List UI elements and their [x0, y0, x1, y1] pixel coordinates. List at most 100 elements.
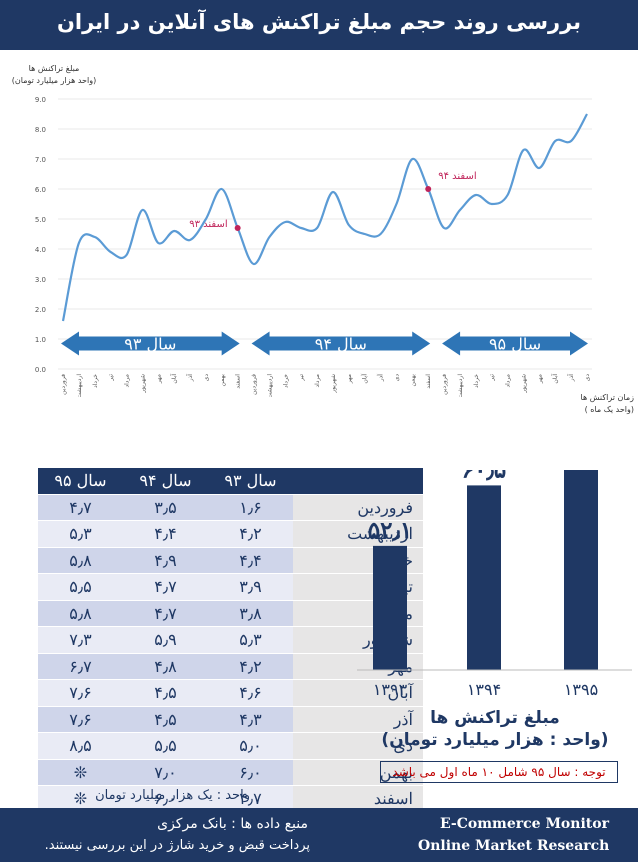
- x-tick-label: بهمن: [219, 374, 226, 387]
- bar-chart-title-line1: مبلغ تراکنش ها: [430, 708, 560, 728]
- y94-cell: ۴٫۴: [123, 520, 208, 548]
- bar-category-label: ۱۳۹۴: [467, 680, 501, 699]
- y93-cell: ۴٫۶: [208, 679, 293, 707]
- month-cell: آبان: [293, 679, 423, 707]
- page-title: بررسی روند حجم مبلغ تراکنش های آنلاین در…: [56, 10, 582, 34]
- table-row: بهمن ۶٫۰ ۷٫۰ ❊: [38, 759, 423, 786]
- y-axis-label-line2: (واحد هزار میلیارد تومان): [11, 76, 97, 85]
- note-box: توجه : سال ۹۵ شامل ۱۰ ماه اول می باشد: [380, 761, 618, 783]
- bar-value-label: ۵۲٫۱: [368, 517, 413, 544]
- y95-cell: ۵٫۸: [38, 600, 123, 627]
- month-cell: اردیبهشت: [293, 520, 423, 548]
- y93-cell: ۴٫۳: [208, 706, 293, 733]
- x-tick-label: آذر: [376, 374, 385, 383]
- y93-cell: ۶٫۰: [208, 759, 293, 786]
- highlight-marker: [234, 225, 241, 231]
- year-arrow: [251, 331, 431, 356]
- y95-cell: ۶٫۷: [38, 653, 123, 680]
- year-arrow: [442, 331, 588, 356]
- x-tick-label: اردیبهشت: [76, 374, 83, 397]
- table-unit-note: واحد : یک هزار میلیارد تومان: [95, 788, 250, 803]
- y95-cell: ❊: [38, 759, 123, 786]
- x-tick-label: مهر: [536, 374, 543, 384]
- y95-cell: ۵٫۸: [38, 547, 123, 574]
- x-tick-label: تیر: [489, 374, 496, 382]
- footer-bar: منبع داده ها : بانک مرکزی پرداخت قبض و خ…: [0, 808, 638, 862]
- y94-cell: ۷٫۰: [123, 759, 208, 786]
- table-header-y95: سال ۹۵: [38, 468, 123, 495]
- y93-cell: ۱٫۶: [208, 494, 293, 521]
- y95-cell: ❊: [38, 785, 123, 813]
- x-tick-label: بهمن: [409, 374, 416, 387]
- highlight-marker: [425, 186, 432, 192]
- y94-cell: ۶٫۰: [123, 785, 208, 813]
- y-tick-label: 9.0: [35, 96, 46, 104]
- y-tick-label: 5.0: [35, 216, 46, 224]
- brand-name: E-Commerce Monitor: [440, 816, 609, 832]
- x-tick-label: آبان: [360, 374, 369, 384]
- y93-cell: ۴٫۷: [208, 785, 293, 813]
- table-header-row: سال ۹۳ سال ۹۴ سال ۹۵: [38, 468, 423, 495]
- table-header-y94: سال ۹۴: [123, 468, 208, 495]
- table-header-empty: [293, 468, 423, 495]
- y-tick-label: 0.0: [35, 366, 46, 374]
- table-row: آذر ۴٫۳ ۴٫۵ ۷٫۶: [38, 706, 423, 733]
- table-row: اسفند ۴٫۷ ۶٫۰ ❊: [38, 785, 423, 813]
- x-tick-label: مرداد: [505, 374, 512, 388]
- line-chart: 0.0 1.0 2.0 3.0 4.0 5.0 6.0 7.0 8.0 9.0 سال ۹۳ سال …: [35, 96, 592, 397]
- table-row: آبان ۴٫۶ ۴٫۵ ۷٫۶: [38, 679, 423, 707]
- month-cell: اسفند: [293, 785, 423, 813]
- x-tick-label: دی: [203, 374, 210, 382]
- x-tick-label: فروردین: [60, 374, 67, 395]
- y-axis-label: مبلغ تراکنش ها (واحد هزار میلیارد تومان): [4, 63, 104, 87]
- bar: [564, 470, 598, 670]
- y-tick-label: 1.0: [35, 336, 46, 344]
- y94-cell: ۵٫۹: [123, 626, 208, 654]
- x-tick-label: اسفند: [235, 374, 242, 389]
- bar-chart: ۵۲٫۱۱۳۹۳۶۰٫۵۱۳۹۴۶۴٫۹۱۳۹۵: [357, 470, 632, 699]
- x-tick-label: مهر: [155, 374, 162, 384]
- y94-cell: ۴٫۷: [123, 600, 208, 627]
- y94-cell: ۴٫۵: [123, 706, 208, 733]
- x-tick-label: آذر: [185, 374, 194, 383]
- table-header-y93: سال ۹۳: [208, 468, 293, 495]
- y-axis-label-line1: مبلغ تراکنش ها: [28, 64, 80, 73]
- x-tick-label: آبان: [169, 374, 178, 384]
- y95-cell: ۴٫۷: [38, 494, 123, 521]
- x-tick-label: مهر: [346, 374, 353, 384]
- y93-cell: ۳٫۹: [208, 573, 293, 601]
- x-tick-label: خرداد: [92, 374, 99, 388]
- y94-cell: ۴٫۷: [123, 573, 208, 601]
- y94-cell: ۴٫۸: [123, 653, 208, 680]
- x-tick-label: اردیبهشت: [266, 374, 273, 397]
- x-tick-label: اسفند: [425, 374, 432, 389]
- bar-value-label: ۶۰٫۵: [462, 470, 507, 483]
- y-tick-label: 8.0: [35, 126, 46, 134]
- x-tick-label: آبان: [550, 374, 559, 384]
- y95-cell: ۵٫۵: [38, 573, 123, 601]
- x-axis-label-line1: زمان تراکنش ها: [580, 393, 635, 402]
- x-tick-label: دی: [584, 374, 591, 382]
- y93-cell: ۵٫۰: [208, 732, 293, 760]
- y95-cell: ۷٫۶: [38, 706, 123, 733]
- y93-cell: ۴٫۲: [208, 653, 293, 680]
- month-cell: دی: [293, 732, 423, 760]
- monthly-data-table: سال ۹۳ سال ۹۴ سال ۹۵ فروردین ۱٫۶ ۳٫۵ ۴٫۷ ارد…: [38, 468, 423, 813]
- bar: [373, 545, 407, 670]
- x-tick-label: مرداد: [124, 374, 131, 388]
- y94-cell: ۵٫۵: [123, 732, 208, 760]
- bar-category-label: ۱۳۹۵: [564, 680, 598, 699]
- y94-cell: ۴٫۹: [123, 547, 208, 574]
- x-tick-label: آذر: [566, 374, 575, 383]
- year-arrow-label: سال ۹۵: [489, 335, 541, 354]
- bar-chart-title-line2: (واحد : هزار میلیارد تومان): [381, 730, 609, 750]
- month-cell: آذر: [293, 706, 423, 733]
- y-tick-label: 7.0: [35, 156, 46, 164]
- table-row: اردیبهشت ۴٫۲ ۴٫۴ ۵٫۳: [38, 520, 423, 548]
- y93-cell: ۵٫۳: [208, 626, 293, 654]
- source-exclusion-text: پرداخت قبض و خرید شارژ در این بررسی نیست…: [44, 838, 310, 853]
- y-tick-label: 4.0: [35, 246, 46, 254]
- x-axis-label-line2: (واحد یک ماه ): [584, 405, 634, 414]
- bar-chart-title: مبلغ تراکنش ها (واحد : هزار میلیارد توما…: [352, 707, 638, 751]
- x-tick-label: خرداد: [473, 374, 480, 388]
